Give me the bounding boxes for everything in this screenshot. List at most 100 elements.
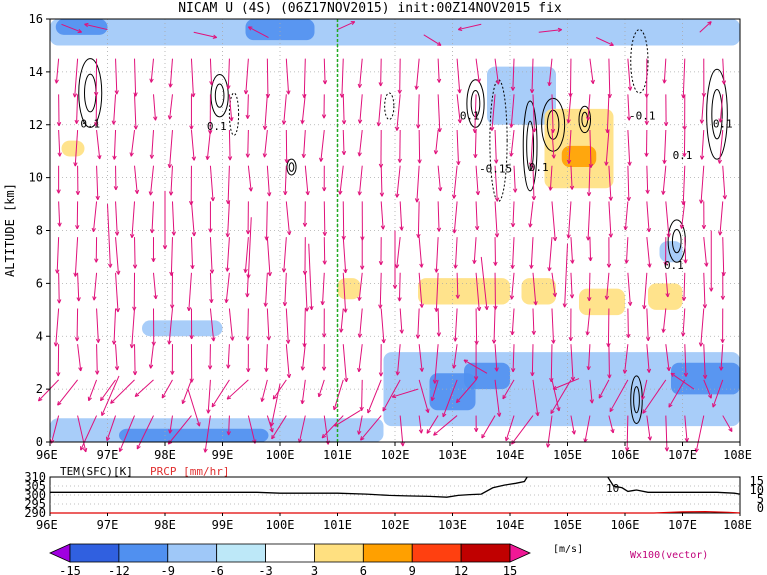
wind-vector: [698, 308, 705, 347]
wind-vector: [493, 237, 498, 266]
colorbar-tick-label: 15: [503, 564, 517, 575]
wind-vector: [681, 308, 686, 337]
wind-vector: [551, 272, 557, 297]
wind-vector: [720, 308, 725, 343]
colorbar-box: [362, 543, 413, 563]
wind-vector: [243, 58, 249, 95]
wind-vector: [285, 58, 291, 95]
wind-vector: [134, 165, 140, 194]
wind-vector: [721, 58, 727, 85]
wind-vector: [367, 379, 382, 414]
wind-vector: [586, 201, 591, 241]
wind-vector: [531, 308, 536, 335]
wind-vector: [644, 94, 649, 125]
y-tick-label: 8: [36, 224, 43, 238]
wind-vector: [167, 94, 173, 120]
contour-layer: [78, 29, 728, 424]
wind-vector: [187, 388, 201, 427]
wind-vector: [433, 415, 458, 436]
wind-vector: [391, 388, 419, 399]
y-axis-label: ALTITUDE [km]: [3, 183, 17, 277]
contour-solid: [210, 74, 229, 118]
wind-vector: [118, 415, 135, 453]
wind-vector: [73, 130, 79, 167]
wind-vector: [627, 130, 632, 166]
colorbar-tick-label: 6: [360, 564, 367, 575]
wind-vector: [357, 58, 363, 88]
shaded-region: [50, 19, 740, 46]
wind-vector: [57, 201, 62, 227]
wind-vector: [322, 237, 327, 265]
wind-vector: [436, 201, 442, 232]
surface-x-tick-label: 97E: [97, 518, 119, 532]
wind-vector: [73, 237, 79, 277]
wind-vector: [100, 379, 116, 402]
y-tick-label: 14: [29, 65, 43, 79]
contour-dashed: [228, 92, 240, 136]
wind-vector: [378, 130, 384, 168]
wind-vector: [209, 237, 215, 274]
wind-vector: [134, 379, 154, 398]
x-tick-label: 96E: [36, 448, 58, 462]
wind-vector: [300, 94, 306, 124]
wind-vector: [338, 165, 344, 195]
wind-vector: [304, 165, 310, 196]
wind-vector: [380, 308, 386, 344]
wind-vector: [397, 272, 402, 302]
wind-vector: [532, 379, 540, 417]
wind-vector: [418, 344, 424, 372]
wind-vector: [702, 344, 708, 379]
wind-vector: [357, 415, 363, 435]
wind-vector: [170, 344, 175, 375]
wind-vector: [434, 237, 439, 273]
shaded-region: [521, 278, 556, 305]
wind-vector: [509, 129, 515, 157]
wind-vector: [426, 415, 439, 434]
contour-solid: [630, 375, 643, 424]
wind-vector: [357, 94, 363, 124]
wind-vector: [53, 308, 60, 347]
wind-vector: [302, 58, 307, 99]
colorbar-box: [314, 543, 364, 563]
wind-vector: [538, 27, 563, 33]
y-axis-ticks: 0 2 4 6 8 10 12 14 16: [29, 12, 50, 449]
wind-vector: [607, 344, 612, 379]
colorbar-box: [411, 543, 462, 563]
wind-vector: [245, 201, 251, 235]
wind-vector: [566, 94, 572, 124]
wind-vector: [247, 26, 269, 38]
wind-vector: [321, 344, 327, 371]
contour-solid-inner: [633, 386, 640, 414]
wind-vector: [442, 379, 458, 418]
wind-vector: [416, 201, 421, 238]
wind-vector: [550, 94, 556, 133]
wind-vector: [510, 201, 516, 228]
wind-vector: [342, 272, 348, 313]
wind-vector: [132, 344, 138, 376]
wind-vector: [321, 415, 344, 439]
wind-vector: [114, 201, 120, 236]
wind-vector: [570, 415, 576, 435]
surface-x-tick-label: 103E: [438, 518, 467, 532]
wind-vector: [54, 58, 60, 84]
colorbar-end-triangle: [49, 543, 71, 563]
wind-vector: [681, 272, 687, 301]
wind-vector: [642, 272, 648, 310]
wind-vector: [644, 130, 649, 157]
wind-vector: [209, 272, 214, 304]
wind-vector: [549, 344, 554, 383]
wind-vector: [626, 308, 631, 338]
y-tick-label: 0: [36, 435, 43, 449]
wind-vector: [397, 130, 403, 163]
wind-vector: [322, 58, 328, 85]
precipitation-axis-label: PRCP [mm/hr]: [150, 465, 229, 478]
wind-vector: [664, 415, 670, 452]
wind-vector: [646, 415, 652, 441]
wind-vector: [37, 379, 59, 402]
wind-vector: [531, 165, 537, 201]
wind-vector: [149, 58, 154, 83]
wind-vector: [129, 201, 136, 239]
surface-x-axis-ticks: 96E 97E 98E 99E 100E 101E 102E 103E 104E 105E 106E…: [36, 513, 752, 532]
main-plot: 0.1 0.1 0.1 -0.15 0.1 -0.1 0.1 0.1 0.1: [37, 18, 741, 453]
